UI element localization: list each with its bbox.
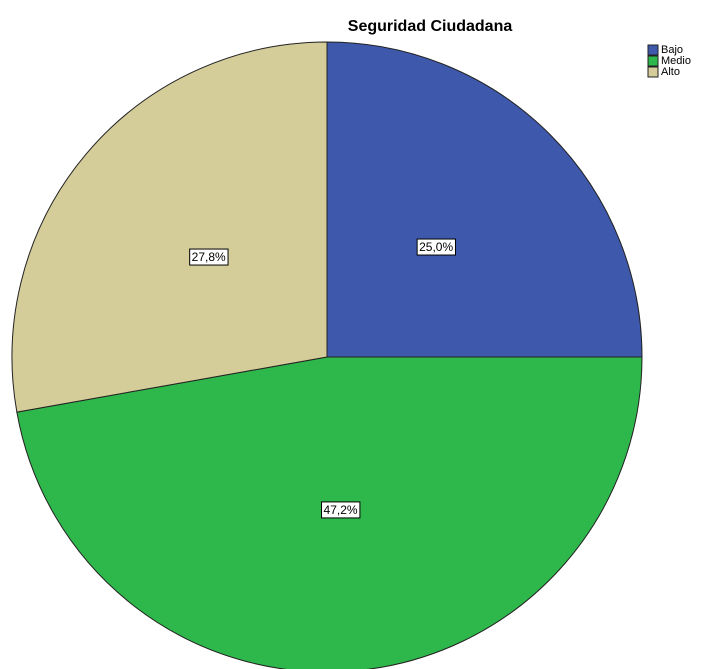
chart-title: Seguridad Ciudadana xyxy=(348,18,513,35)
data-label: 25,0% xyxy=(416,238,456,256)
data-label-text: 47,2% xyxy=(324,503,358,517)
data-label-text: 25,0% xyxy=(419,240,453,254)
data-label: 27,8% xyxy=(189,248,229,266)
data-label-box xyxy=(321,501,361,519)
legend-swatch xyxy=(647,44,659,56)
legend-swatch xyxy=(647,55,659,67)
legend-label: Bajo xyxy=(661,44,683,56)
pie-slice xyxy=(11,41,328,413)
legend-label: Medio xyxy=(661,55,691,67)
pie-slice xyxy=(326,41,643,358)
legend-label: Alto xyxy=(661,66,680,78)
legend-swatch xyxy=(647,66,659,78)
data-label-box xyxy=(416,238,456,256)
data-label: 47,2% xyxy=(321,501,361,519)
data-label-text: 27,8% xyxy=(192,250,226,264)
data-label-box xyxy=(189,248,229,266)
